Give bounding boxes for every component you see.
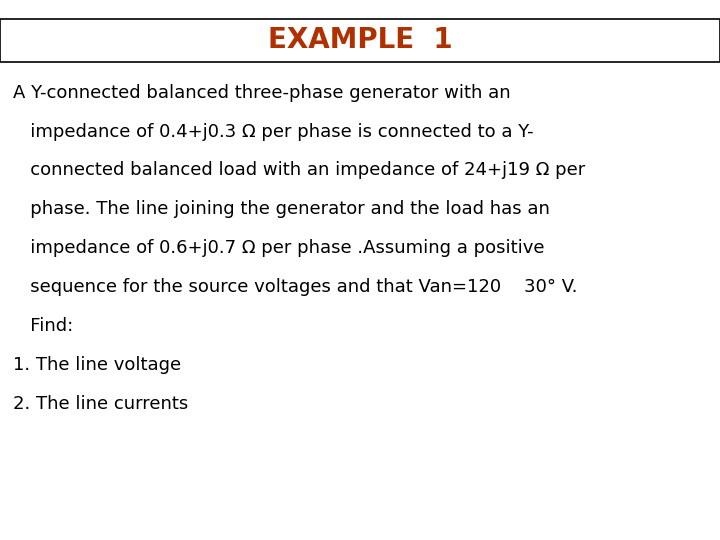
Text: EXAMPLE  1: EXAMPLE 1 [268, 26, 452, 55]
Text: impedance of 0.6+j0.7 Ω per phase .Assuming a positive: impedance of 0.6+j0.7 Ω per phase .Assum… [13, 239, 544, 257]
Text: impedance of 0.4+j0.3 Ω per phase is connected to a Y-: impedance of 0.4+j0.3 Ω per phase is con… [13, 123, 534, 140]
Text: Find:: Find: [13, 317, 73, 335]
Text: connected balanced load with an impedance of 24+j19 Ω per: connected balanced load with an impedanc… [13, 161, 585, 179]
FancyBboxPatch shape [0, 19, 720, 62]
Text: phase. The line joining the generator and the load has an: phase. The line joining the generator an… [13, 200, 550, 218]
Text: sequence for the source voltages and that Van=120    30° V.: sequence for the source voltages and tha… [13, 278, 577, 296]
Text: 2. The line currents: 2. The line currents [13, 395, 188, 413]
Text: A Y-connected balanced three-phase generator with an: A Y-connected balanced three-phase gener… [13, 84, 510, 102]
Text: 1. The line voltage: 1. The line voltage [13, 356, 181, 374]
